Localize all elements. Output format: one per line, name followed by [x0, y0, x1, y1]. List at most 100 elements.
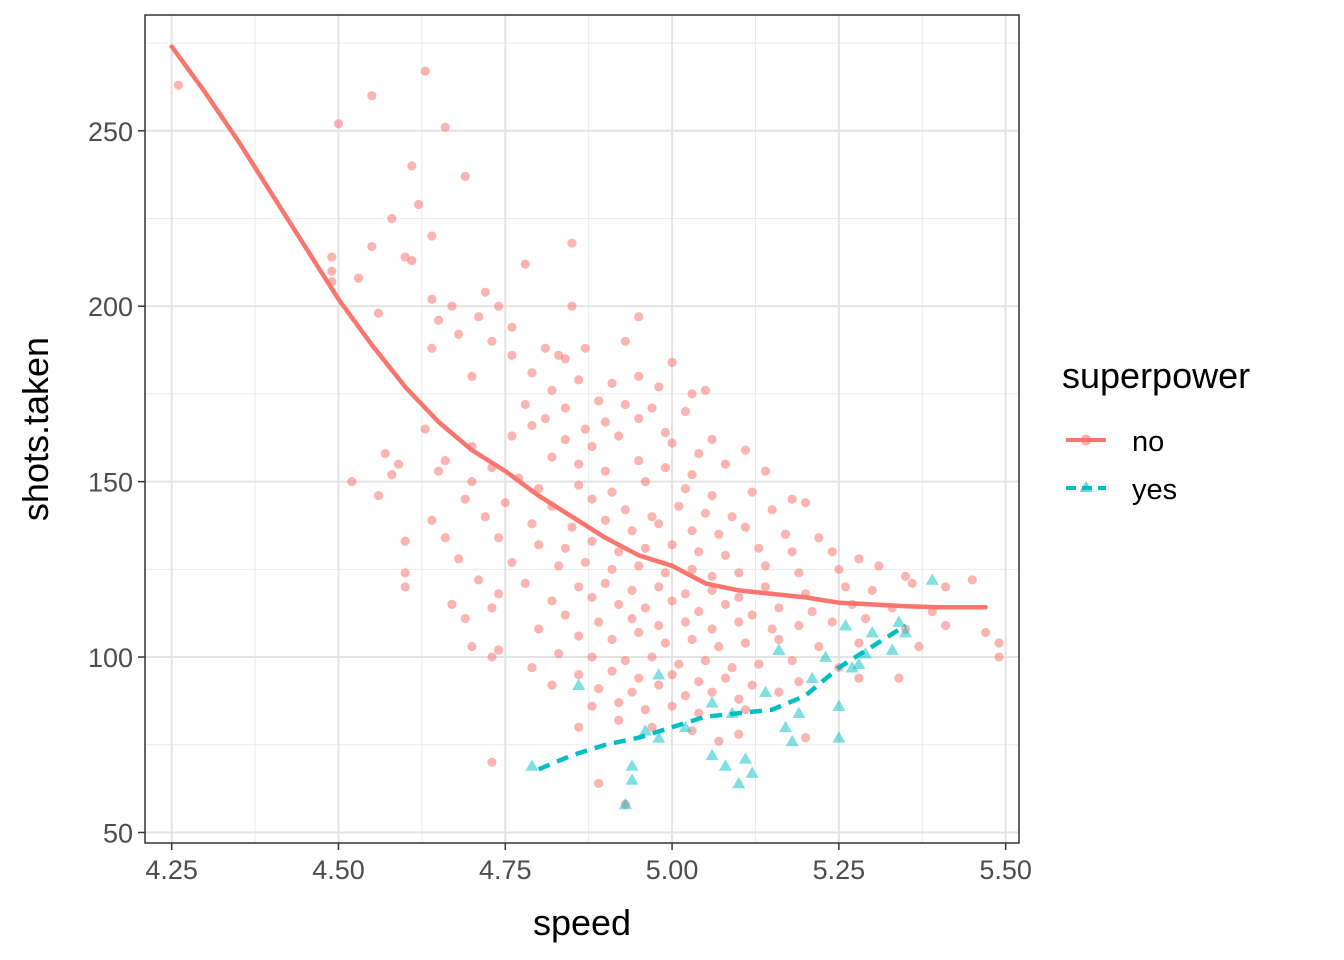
smooth-lines: [169, 44, 988, 772]
x-tick-label: 4.25: [145, 855, 198, 885]
data-point-no: [774, 687, 784, 697]
data-point-no: [594, 617, 604, 627]
smooth-line-no: [169, 44, 988, 610]
data-point-no: [760, 466, 771, 476]
data-point-yes: [899, 625, 913, 638]
data-point-no: [827, 617, 837, 627]
data-point-no: [981, 627, 991, 638]
data-point-no: [994, 638, 1004, 648]
data-point-no: [507, 322, 517, 332]
data-point-yes: [859, 647, 873, 659]
data-point-no: [420, 424, 430, 434]
data-point-no: [400, 582, 410, 592]
plot-border: [144, 14, 1020, 844]
data-point-no: [680, 617, 691, 627]
data-point-no: [453, 554, 464, 564]
data-point-no: [707, 624, 717, 634]
data-point-no: [760, 582, 771, 592]
data-point-no: [734, 694, 744, 704]
data-point-no: [527, 519, 537, 529]
data-point-no: [800, 498, 811, 508]
data-point-no: [387, 213, 397, 224]
data-point-yes: [892, 615, 906, 627]
data-point-no: [674, 659, 684, 669]
data-point-no: [574, 669, 584, 680]
data-point-yes: [745, 766, 759, 778]
data-point-no: [574, 631, 584, 641]
data-point-no: [567, 238, 577, 248]
data-point-no: [734, 592, 744, 603]
data-point-no: [587, 536, 597, 546]
data-point-no: [487, 603, 497, 613]
data-point-no: [507, 557, 517, 567]
data-point-no: [687, 389, 697, 399]
data-point-no: [347, 477, 357, 487]
data-point-no: [620, 336, 630, 346]
data-point-no: [620, 655, 630, 666]
data-point-no: [654, 620, 664, 631]
data-point-no: [854, 638, 864, 648]
data-point-no: [634, 413, 644, 424]
data-point-no: [614, 715, 624, 725]
data-point-no: [787, 494, 797, 504]
data-point-no: [941, 620, 951, 631]
data-point-no: [660, 462, 670, 473]
x-axis-title: speed: [533, 902, 631, 943]
data-point-no: [367, 241, 377, 252]
data-point-no: [427, 231, 437, 241]
data-point-no: [647, 403, 657, 413]
data-point-no: [994, 652, 1004, 662]
y-tick-label: 100: [88, 643, 133, 673]
data-point-no: [967, 575, 977, 585]
data-point-yes: [572, 678, 586, 690]
data-point-no: [794, 677, 804, 687]
data-point-yes: [705, 696, 719, 708]
data-point-no: [393, 459, 404, 469]
data-point-no: [687, 564, 697, 574]
data-point-yes: [785, 734, 799, 747]
data-point-no: [900, 571, 911, 581]
data-point-no: [327, 266, 337, 276]
data-point-no: [527, 420, 537, 431]
data-point-no: [460, 494, 470, 504]
data-point-no: [580, 424, 590, 434]
data-point-no: [747, 487, 757, 497]
major-gridlines: [145, 15, 1019, 843]
data-point-no: [407, 255, 417, 266]
x-tick-label: 5.25: [813, 855, 866, 885]
data-point-no: [367, 91, 377, 101]
data-point-no: [540, 413, 550, 424]
data-point-no: [387, 470, 397, 480]
data-point-no: [560, 543, 570, 553]
data-point-no: [740, 638, 751, 648]
x-tick-label: 5.50: [979, 855, 1032, 885]
data-point-no: [734, 568, 744, 578]
data-point-no: [700, 385, 711, 396]
data-point-yes: [865, 625, 879, 638]
data-point-no: [907, 578, 917, 588]
data-point-no: [694, 606, 704, 617]
data-point-no: [634, 627, 644, 638]
data-point-no: [854, 554, 864, 564]
data-point-no: [647, 722, 657, 732]
data-point-no: [413, 199, 424, 210]
data-point-no: [574, 375, 584, 385]
data-point-no: [574, 722, 584, 732]
data-point-no: [173, 80, 183, 90]
data-point-no: [580, 557, 590, 567]
data-point-no: [574, 480, 584, 490]
data-point-no: [560, 403, 570, 413]
data-point-no: [453, 329, 464, 339]
legend-label-yes: yes: [1132, 474, 1177, 506]
data-point-no: [727, 662, 737, 673]
data-point-no: [480, 512, 490, 522]
data-point-no: [540, 343, 550, 353]
data-point-no: [433, 315, 444, 325]
data-point-no: [607, 564, 617, 574]
data-point-no: [674, 501, 684, 511]
data-points: [173, 66, 1004, 810]
data-point-no: [614, 547, 624, 557]
data-point-no: [554, 648, 564, 659]
data-point-no: [467, 477, 477, 487]
data-point-no: [547, 452, 557, 462]
